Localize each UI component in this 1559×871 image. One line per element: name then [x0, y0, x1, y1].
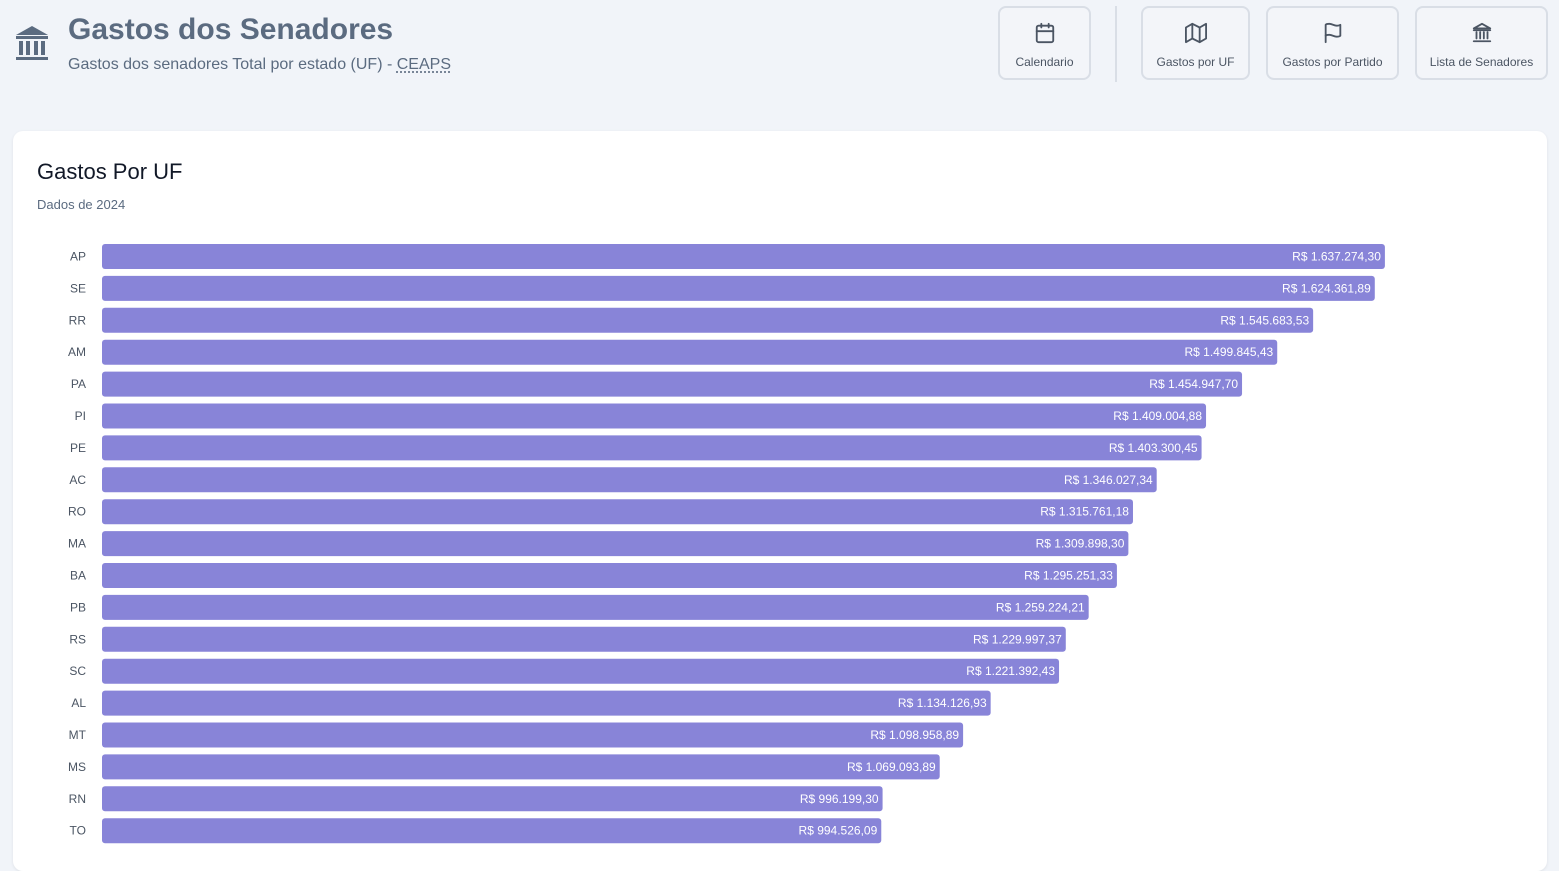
category-label: RS — [69, 632, 86, 646]
bar[interactable] — [102, 786, 883, 812]
bar[interactable] — [102, 754, 940, 780]
category-label: BA — [70, 569, 86, 583]
category-label: MA — [68, 537, 86, 551]
bar[interactable] — [102, 403, 1207, 429]
bar-value-label: R$ 1.624.361,89 — [1282, 281, 1371, 295]
category-label: PI — [75, 409, 86, 423]
bar[interactable] — [102, 563, 1117, 588]
page-title: Gastos dos Senadores — [68, 13, 394, 46]
category-label: MT — [69, 728, 87, 742]
bar-value-label: R$ 1.259.224,21 — [996, 600, 1085, 614]
bar[interactable] — [102, 690, 991, 716]
lista-senadores-button-label: Lista de Senadores — [1429, 55, 1534, 69]
category-label: SE — [70, 281, 86, 295]
bar[interactable] — [102, 275, 1375, 301]
bar-value-label: R$ 1.637.274,30 — [1292, 250, 1381, 264]
category-label: RN — [69, 792, 86, 806]
ceaps-link[interactable]: CEAPS — [396, 56, 451, 73]
category-label: RR — [69, 313, 87, 327]
bar-value-label: R$ 1.098.958,89 — [870, 728, 959, 742]
bar[interactable] — [102, 307, 1314, 333]
bar-value-label: R$ 994.526,09 — [799, 824, 878, 838]
gastos-partido-button[interactable]: Gastos por Partido — [1266, 6, 1399, 80]
bar[interactable] — [102, 658, 1060, 684]
bar-value-label: R$ 1.221.392,43 — [966, 664, 1055, 678]
bar-value-label: R$ 1.403.300,45 — [1109, 441, 1198, 455]
bank-icon — [1472, 22, 1491, 43]
category-label: PE — [70, 441, 86, 455]
chart-title: Gastos Por UF — [37, 159, 183, 184]
category-label: PB — [70, 600, 86, 614]
nav-divider — [1115, 6, 1117, 82]
bar-value-label: R$ 1.229.997,37 — [973, 632, 1062, 646]
gastos-uf-button[interactable]: Gastos por UF — [1141, 6, 1250, 80]
bar-chart: AP R$ 1.637.274,30 SE R$ 1.624.361,89 RR R$ 1… — [68, 244, 1385, 844]
bar[interactable] — [102, 467, 1157, 493]
bar[interactable] — [102, 499, 1133, 525]
bar[interactable] — [102, 594, 1089, 620]
bar-value-label: R$ 1.454.947,70 — [1149, 377, 1238, 391]
gastos-uf-button-label: Gastos por UF — [1156, 55, 1235, 69]
bar[interactable] — [102, 818, 882, 844]
flag-icon — [1324, 22, 1341, 44]
category-label: SC — [69, 664, 86, 678]
bar[interactable] — [102, 722, 964, 748]
category-label: MS — [68, 760, 86, 774]
calendar-button-label: Calendario — [1015, 55, 1074, 69]
bar-value-label: R$ 1.069.093,89 — [847, 760, 936, 774]
bar-value-label: R$ 1.499.845,43 — [1184, 345, 1273, 359]
gastos-partido-button-label: Gastos por Partido — [1282, 55, 1383, 69]
bar[interactable] — [102, 435, 1202, 461]
bar[interactable] — [102, 244, 1385, 269]
page-header: Gastos dos Senadores Gastos dos senadore… — [0, 0, 1559, 110]
bar-value-label: R$ 996.199,30 — [800, 792, 879, 806]
chart-card: Gastos Por UF Dados de 2024 AP R$ 1.637.2… — [13, 131, 1547, 871]
bar-value-label: R$ 1.309.898,30 — [1036, 537, 1125, 551]
bar-value-label: R$ 1.346.027,34 — [1064, 473, 1153, 487]
category-label: AL — [71, 696, 86, 710]
bar[interactable] — [102, 531, 1129, 557]
chart-subtitle: Dados de 2024 — [37, 197, 126, 212]
category-label: AM — [68, 345, 86, 359]
calendar-button[interactable]: Calendario — [998, 6, 1091, 80]
category-label: PA — [71, 377, 86, 391]
map-icon — [1184, 22, 1207, 44]
bar-value-label: R$ 1.295.251,33 — [1024, 569, 1113, 583]
bar-value-label: R$ 1.134.126,93 — [898, 696, 987, 710]
category-label: RO — [68, 505, 86, 519]
lista-senadores-button[interactable]: Lista de Senadores — [1415, 6, 1548, 80]
bar-value-label: R$ 1.545.683,53 — [1220, 313, 1309, 327]
category-label: AP — [70, 250, 86, 264]
category-label: AC — [69, 473, 86, 487]
page-subtitle-text: Gastos dos senadores Total por estado (U… — [68, 56, 397, 73]
page-subtitle: Gastos dos senadores Total por estado (U… — [68, 56, 451, 74]
bank-icon — [16, 26, 48, 60]
category-label: TO — [70, 824, 86, 838]
bar-value-label: R$ 1.315.761,18 — [1040, 505, 1129, 519]
bar-value-label: R$ 1.409.004,88 — [1113, 409, 1202, 423]
bar[interactable] — [102, 371, 1243, 397]
bar[interactable] — [102, 626, 1066, 652]
bar[interactable] — [102, 339, 1278, 365]
calendar-icon — [1035, 22, 1054, 44]
